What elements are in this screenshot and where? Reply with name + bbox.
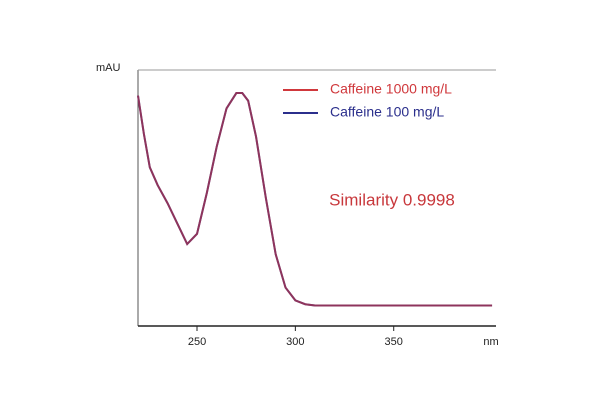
x-tick-label: 250: [188, 336, 206, 348]
x-tick-label: 300: [286, 336, 304, 348]
y-axis-label: mAU: [96, 62, 121, 74]
x-axis-label: nm: [483, 336, 498, 348]
series-line: [137, 92, 493, 307]
legend-label: Caffeine 100 mg/L: [330, 104, 444, 120]
x-tick-label: 350: [385, 336, 403, 348]
annotation: Similarity 0.9998: [329, 190, 455, 209]
legend-label: Caffeine 1000 mg/L: [330, 81, 452, 97]
